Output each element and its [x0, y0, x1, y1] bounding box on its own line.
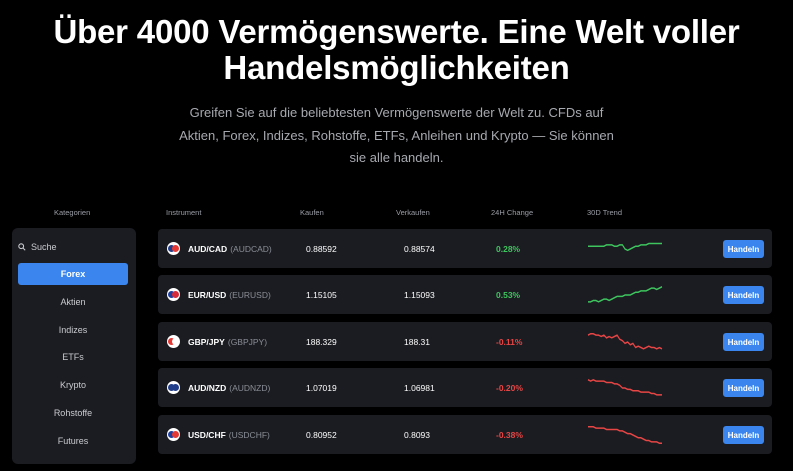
pair-name: USD/CHF [188, 429, 226, 440]
trade-button[interactable]: Handeln [723, 426, 764, 444]
pair-code: (GBPJPY) [227, 336, 268, 347]
sell-price: 1.06981 [404, 382, 435, 393]
pair-flag-icon [167, 368, 180, 407]
category-rohstoffe[interactable]: Rohstoffe [53, 408, 93, 418]
instrument-name: USD/CHF (USDCHF) [188, 415, 270, 454]
pair-code: (USDCHF) [228, 429, 270, 440]
change-value: -0.20% [496, 382, 523, 393]
change-value: -0.38% [496, 429, 523, 440]
table-row: AUD/NZD (AUDNZD) 1.07019 1.06981 -0.20% Hande… [158, 368, 772, 407]
trend-line [588, 425, 662, 444]
instrument-name: AUD/NZD (AUDNZD) [188, 368, 270, 407]
pair-flag-icon [167, 229, 180, 268]
trend-line [587, 378, 662, 396]
category-krypto[interactable]: Krypto [59, 380, 86, 391]
pair-code: (AUDCAD) [230, 243, 272, 254]
pair-name: EUR/USD [188, 289, 227, 300]
trade-button[interactable]: Handeln [723, 333, 764, 351]
instrument-name: GBP/JPY (GBPJPY) [188, 322, 267, 361]
category-indizes[interactable]: Indizes [58, 324, 88, 335]
trend-line [587, 332, 663, 350]
pair-name: GBP/JPY [188, 336, 225, 347]
sell-price: 0.88574 [404, 243, 435, 254]
trend-sparkline [587, 368, 662, 407]
instrument-header: Instrument [166, 208, 202, 217]
change-header: 24H Change [491, 208, 534, 217]
pair-name: AUD/CAD [188, 243, 228, 254]
pair-code: (AUDNZD) [229, 382, 271, 393]
search-label: Suche [31, 242, 57, 252]
trade-button[interactable]: Handeln [723, 240, 764, 258]
buy-price: 1.15105 [306, 289, 337, 300]
trade-button[interactable]: Handeln [723, 379, 764, 397]
pair-name: AUD/NZD [188, 382, 227, 393]
table-row: EUR/USD (EURUSD) 1.15105 1.15093 0.53% Handel… [158, 275, 772, 314]
buy-header: Kaufen [300, 208, 324, 217]
trend-sparkline [588, 415, 662, 454]
search-input[interactable]: Suche [18, 239, 128, 255]
table-row: AUD/CAD (AUDCAD) 0.88592 0.88574 0.28% Handel… [158, 229, 772, 268]
hero-title-line2: Handelsmöglichkeiten [223, 49, 570, 86]
trend-sparkline [588, 275, 663, 314]
buy-price: 188.329 [306, 336, 337, 347]
category-sidebar: Suche Forex Aktien Indizes ETFs Krypto Rohsto… [12, 228, 136, 464]
trend-line [588, 285, 663, 303]
instrument-name: AUD/CAD (AUDCAD) [188, 229, 272, 268]
table-row: USD/CHF (USDCHF) 0.80952 0.8093 -0.38% Handel… [158, 415, 772, 454]
buy-price: 1.07019 [306, 382, 337, 393]
hero-title-line1: Über 4000 Vermögenswerte. Eine Welt voll… [53, 13, 740, 50]
buy-price: 0.88592 [306, 243, 337, 254]
sell-price: 188.31 [404, 336, 430, 347]
category-futures[interactable]: Futures [57, 435, 89, 446]
trend-line [588, 242, 662, 251]
category-forex[interactable]: Forex [18, 263, 128, 285]
categories-header: Kategorien [54, 208, 91, 217]
sell-price: 1.15093 [404, 289, 435, 300]
search-icon [18, 243, 26, 251]
buy-price: 0.80952 [306, 429, 337, 440]
pair-code: (EURUSD) [229, 289, 271, 300]
hero-title: Über 4000 Vermögenswerte. Eine Welt voll… [0, 14, 793, 86]
sell-price: 0.8093 [404, 429, 430, 440]
table-row: GBP/JPY (GBPJPY) 188.329 188.31 -0.11% Handel… [158, 322, 772, 361]
pair-flag-icon [167, 322, 180, 361]
instrument-name: EUR/USD (EURUSD) [188, 275, 271, 314]
category-etfs[interactable]: ETFs [62, 352, 84, 363]
trade-button[interactable]: Handeln [723, 286, 764, 304]
category-aktien[interactable]: Aktien [60, 296, 86, 307]
trend-header: 30D Trend [587, 208, 623, 217]
sell-header: Verkaufen [396, 208, 430, 217]
pair-flag-icon [167, 415, 180, 454]
change-value: -0.11% [496, 336, 523, 347]
trend-sparkline [587, 322, 663, 361]
change-value: 0.28% [496, 243, 521, 254]
change-value: 0.53% [496, 289, 521, 300]
hero-subtitle: Greifen Sie auf die beliebtesten Vermöge… [179, 105, 614, 165]
trend-sparkline [588, 229, 662, 268]
pair-flag-icon [167, 275, 180, 314]
